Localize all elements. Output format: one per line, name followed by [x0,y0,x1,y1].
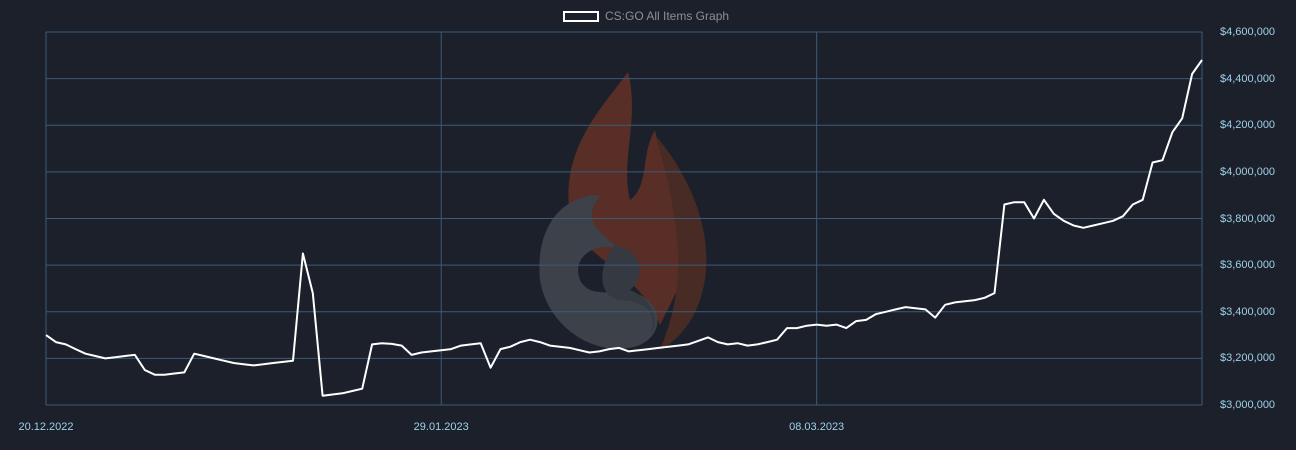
series-layer [45,59,1203,397]
legend[interactable]: CS:GO All Items Graph [563,8,729,24]
y-tick-label: $4,200,000 [1220,119,1276,132]
y-tick-label: $3,600,000 [1220,259,1276,272]
flame-logo-icon [539,72,707,350]
legend-swatch[interactable] [563,10,599,22]
y-tick-label: $3,800,000 [1220,212,1276,225]
x-tick-label: 08.03.2023 [789,421,845,433]
y-tick-label: $3,400,000 [1220,305,1276,318]
x-tick-label: 29.01.2023 [413,421,469,433]
y-tick-label: $4,600,000 [1220,26,1276,38]
series-line[interactable] [45,59,1203,397]
legend-label: CS:GO All Items Graph [605,9,730,23]
y-tick-label: $3,000,000 [1220,399,1276,411]
y-tick-label: $4,000,000 [1220,165,1276,178]
y-tick-label: $3,200,000 [1220,352,1276,365]
x-tick-label: 20.12.2022 [18,421,74,433]
grid [45,31,1203,406]
y-tick-label: $4,400,000 [1220,72,1276,85]
